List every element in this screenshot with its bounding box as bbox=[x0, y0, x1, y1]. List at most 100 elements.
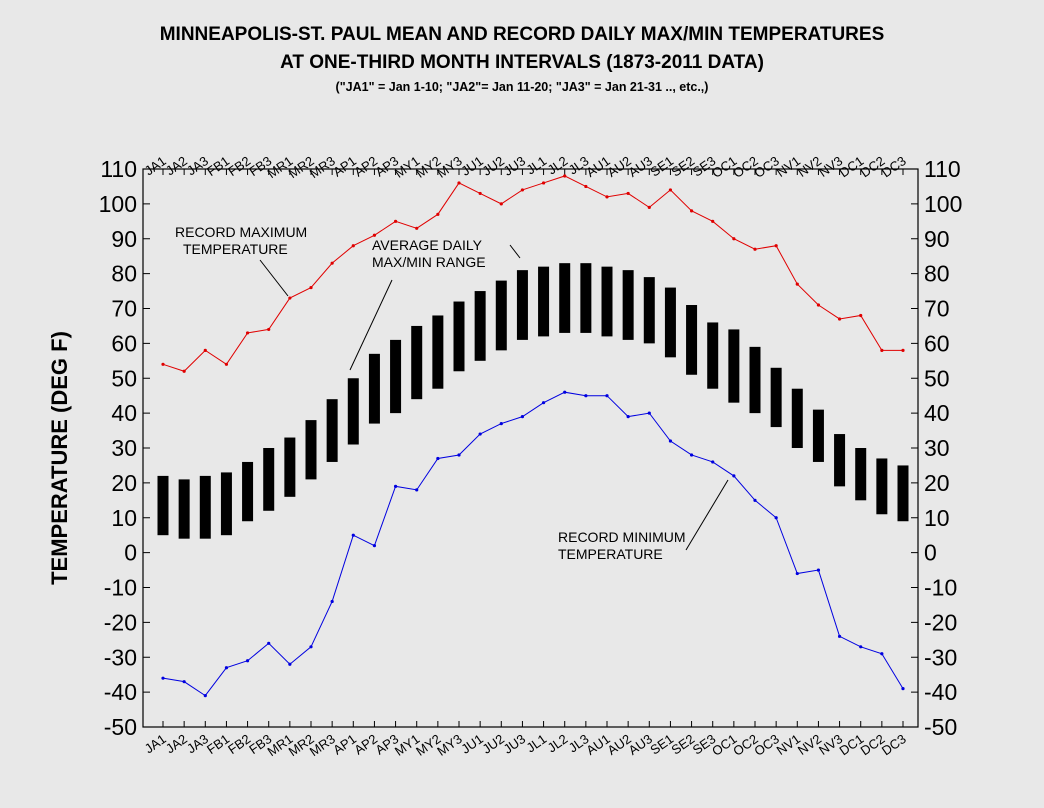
range-bar bbox=[495, 280, 507, 351]
y-tick-label-left: 100 bbox=[99, 191, 137, 217]
record-min-point bbox=[774, 516, 778, 520]
record-min-point bbox=[309, 645, 313, 649]
y-tick-label-right: 20 bbox=[924, 470, 950, 496]
annotation-line2: MAX/MIN RANGE bbox=[372, 254, 486, 270]
record-max-point bbox=[541, 181, 546, 185]
y-tick-label-right: 40 bbox=[924, 400, 950, 426]
y-tick-label-right: -40 bbox=[924, 679, 957, 705]
record-max-point bbox=[245, 331, 250, 335]
range-bar bbox=[284, 437, 296, 497]
annotation-leader bbox=[259, 259, 289, 297]
record-min-point bbox=[372, 544, 377, 548]
annotation-line1: RECORD MINIMUM bbox=[558, 529, 686, 545]
y-tick-label-left: 110 bbox=[100, 156, 137, 182]
annotation-leader bbox=[685, 479, 729, 551]
y-tick-label-left: 20 bbox=[111, 470, 137, 496]
record-max-point bbox=[267, 327, 271, 332]
y-tick-label-left: -20 bbox=[104, 609, 137, 635]
record-max-point bbox=[372, 233, 377, 237]
record-min-point bbox=[689, 453, 694, 457]
record-max-point bbox=[795, 282, 799, 286]
record-max-line bbox=[162, 175, 903, 372]
y-tick-label-right: 70 bbox=[924, 296, 950, 322]
y-tick-label-right: 60 bbox=[924, 330, 950, 356]
range-bar bbox=[664, 287, 676, 358]
range-bar bbox=[453, 301, 465, 372]
y-tick-label-right: 110 bbox=[924, 156, 961, 182]
y-tick-label-right: 90 bbox=[924, 226, 950, 252]
record-min-point bbox=[330, 599, 334, 604]
record-min-point bbox=[859, 645, 863, 649]
record-min-point bbox=[520, 415, 525, 419]
y-tick-label-right: -10 bbox=[924, 575, 957, 601]
annotation-line1: AVERAGE DAILY bbox=[372, 237, 483, 253]
record-max-point bbox=[309, 285, 313, 290]
range-bar bbox=[876, 458, 888, 515]
range-bar bbox=[812, 409, 824, 462]
record-min-point bbox=[563, 390, 567, 394]
record-min-point bbox=[753, 498, 757, 502]
record-max-point bbox=[330, 261, 334, 265]
range-bar bbox=[263, 448, 275, 511]
range-bar bbox=[347, 378, 359, 445]
range-bar bbox=[559, 263, 571, 333]
range-bar bbox=[178, 479, 190, 539]
record-max-point bbox=[837, 317, 842, 321]
record-min-point bbox=[203, 694, 207, 698]
record-max-point bbox=[584, 184, 588, 189]
range-bar bbox=[601, 266, 613, 337]
y-tick-label-right: -20 bbox=[924, 609, 957, 635]
record-max-point bbox=[732, 237, 736, 241]
record-max-point bbox=[753, 247, 757, 251]
record-min-point bbox=[816, 568, 821, 572]
record-min-point bbox=[626, 415, 630, 419]
record-min-point bbox=[732, 474, 736, 478]
y-tick-label-left: -10 bbox=[104, 575, 137, 601]
record-min-point bbox=[288, 662, 292, 666]
record-max-point bbox=[520, 188, 525, 192]
record-min-point bbox=[795, 571, 799, 576]
record-min-point bbox=[161, 676, 165, 680]
record-max-point bbox=[203, 348, 207, 352]
record-max-point bbox=[711, 219, 715, 223]
record-max-point bbox=[224, 362, 229, 366]
record-max-point bbox=[499, 202, 503, 206]
range-bar bbox=[516, 270, 528, 340]
record-min-line bbox=[162, 391, 904, 697]
annotation-leader bbox=[349, 279, 393, 371]
record-max-point bbox=[161, 362, 165, 366]
record-min-point bbox=[182, 680, 186, 684]
annotation-line2: TEMPERATURE bbox=[558, 546, 663, 562]
annotation-line1: RECORD MAXIMUM bbox=[175, 224, 307, 240]
record-min-point bbox=[499, 421, 503, 426]
record-max-point bbox=[563, 174, 567, 178]
range-bar bbox=[707, 322, 719, 389]
record-max-point bbox=[859, 313, 863, 318]
chart-subtitle: AT ONE-THIRD MONTH INTERVALS (1873-2011 … bbox=[280, 52, 764, 73]
range-bar bbox=[157, 475, 169, 536]
range-bar bbox=[791, 388, 803, 448]
range-bar bbox=[686, 305, 698, 375]
record-min-point bbox=[224, 666, 229, 670]
range-bar bbox=[834, 434, 846, 487]
record-max-point bbox=[415, 226, 419, 230]
record-min-point bbox=[457, 453, 461, 457]
y-tick-label-left: 30 bbox=[111, 435, 137, 461]
y-tick-label-left: -30 bbox=[104, 644, 137, 670]
x-tick-label-bottom: DC3 bbox=[879, 731, 909, 758]
y-tick-label-left: 80 bbox=[111, 261, 137, 287]
record-min-point bbox=[415, 488, 419, 492]
record-min-point bbox=[267, 641, 271, 645]
record-max-point bbox=[288, 296, 292, 300]
record-max-point bbox=[816, 303, 821, 307]
record-min-point bbox=[436, 456, 440, 461]
record-max-point bbox=[436, 212, 440, 216]
range-bar bbox=[368, 353, 380, 424]
chart-title: MINNEAPOLIS-ST. PAUL MEAN AND RECORD DAI… bbox=[159, 24, 885, 45]
y-tick-label-left: 40 bbox=[111, 400, 137, 426]
y-tick-label-right: 100 bbox=[924, 191, 962, 217]
record-max-point bbox=[351, 244, 355, 248]
range-bar bbox=[897, 465, 909, 522]
record-min-point bbox=[837, 634, 842, 638]
